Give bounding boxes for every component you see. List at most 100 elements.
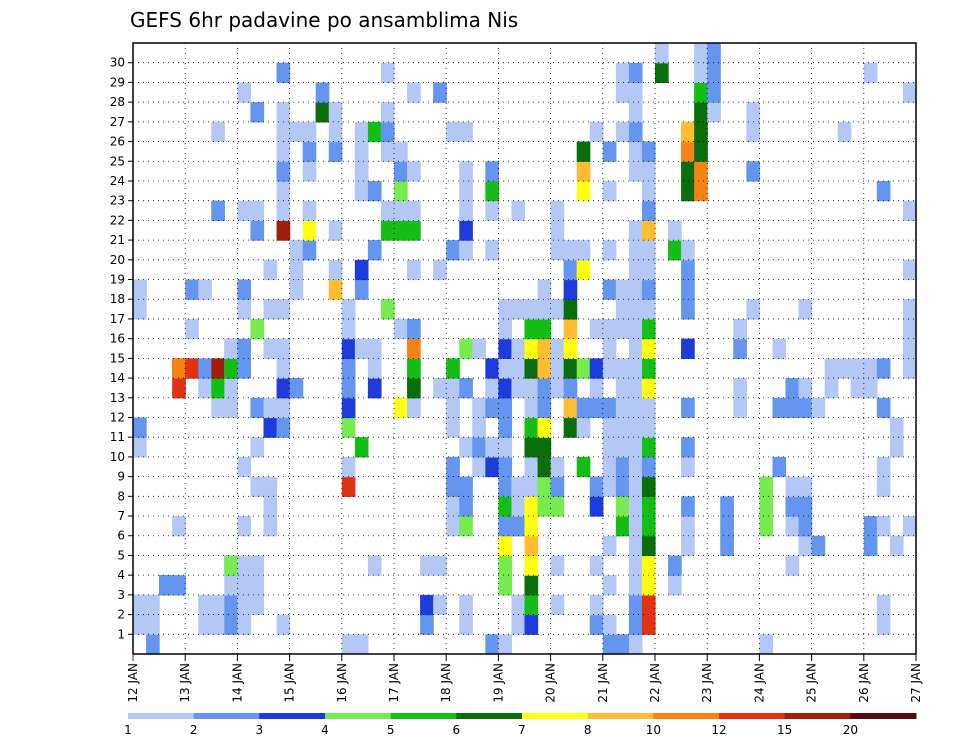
heatmap-cell	[550, 338, 565, 359]
heatmap-cell	[446, 121, 460, 143]
heatmap-cell	[524, 318, 539, 340]
heatmap-cell	[850, 358, 865, 379]
heatmap-cell	[133, 437, 147, 458]
heatmap-cell	[511, 516, 526, 537]
heatmap-cell	[641, 594, 656, 616]
heatmap-cell	[537, 456, 552, 478]
heatmap-cell	[380, 220, 395, 241]
heatmap-cell	[537, 378, 552, 399]
heatmap-cell	[263, 299, 278, 320]
heatmap-cell	[628, 259, 643, 281]
heatmap-cell	[615, 318, 630, 340]
heatmap-cell	[655, 62, 669, 84]
heatmap-cell	[237, 200, 252, 221]
heatmap-cell	[563, 259, 578, 281]
heatmap-cell	[367, 358, 382, 379]
heatmap-cell	[746, 121, 760, 143]
heatmap-cell	[341, 299, 356, 320]
colorbar-label: 12	[711, 723, 726, 737]
heatmap-cell	[485, 161, 499, 182]
heatmap-cell	[498, 456, 513, 478]
colorbar-label: 5	[387, 723, 395, 737]
heatmap-cell	[563, 318, 578, 340]
heatmap-cell	[237, 594, 252, 616]
heatmap-cell	[341, 417, 356, 438]
heatmap-cell	[759, 516, 774, 537]
heatmap-cell	[302, 200, 317, 221]
heatmap-cell	[446, 456, 460, 478]
heatmap-cell	[407, 200, 421, 221]
heatmap-cell	[550, 240, 565, 261]
heatmap-cell	[615, 279, 630, 300]
heatmap-cell	[459, 338, 473, 359]
heatmap-cell	[498, 575, 513, 596]
heatmap-cell	[615, 397, 630, 419]
heatmap-cell	[276, 141, 291, 162]
heatmap-cell	[615, 476, 630, 497]
heatmap-cell	[798, 397, 813, 419]
colorbar-label: 6	[453, 723, 461, 737]
colorbar-swatch	[653, 713, 720, 719]
heatmap-cell	[641, 456, 656, 478]
heatmap-cell	[707, 102, 721, 123]
y-tick-label: 8	[117, 489, 125, 503]
heatmap-cell	[589, 318, 604, 340]
heatmap-cell	[628, 614, 643, 635]
heatmap-cell	[367, 180, 382, 202]
heatmap-cell	[785, 555, 800, 576]
colorbar-swatch	[784, 713, 851, 719]
heatmap-cells	[133, 43, 917, 655]
heatmap-cell	[354, 161, 369, 182]
heatmap-cell	[720, 496, 734, 517]
heatmap-cell	[250, 102, 265, 123]
heatmap-cell	[628, 220, 643, 241]
y-tick-label: 22	[110, 213, 125, 227]
heatmap-cell	[263, 476, 278, 497]
heatmap-cell	[602, 535, 617, 557]
heatmap-cell	[681, 121, 695, 143]
y-tick-label: 13	[110, 391, 125, 405]
heatmap-cell	[172, 516, 186, 537]
heatmap-cell	[681, 338, 695, 359]
heatmap-cell	[641, 161, 656, 182]
heatmap-cell	[459, 476, 473, 497]
x-tick-label: 13 JAN	[178, 663, 192, 703]
heatmap-cell	[628, 279, 643, 300]
heatmap-cell	[576, 397, 591, 419]
heatmap-cell	[472, 437, 486, 458]
heatmap-cell	[498, 437, 513, 458]
heatmap-cell	[250, 397, 265, 419]
heatmap-cell	[394, 141, 408, 162]
x-tick-label: 16 JAN	[335, 663, 349, 703]
heatmap-cell	[537, 338, 552, 359]
heatmap-cell	[341, 397, 356, 419]
heatmap-cell	[537, 318, 552, 340]
heatmap-cell	[263, 338, 278, 359]
heatmap-cell	[602, 575, 617, 596]
heatmap-cell	[198, 279, 212, 300]
heatmap-cell	[472, 417, 486, 438]
heatmap-cell	[354, 121, 369, 143]
heatmap-cell	[563, 378, 578, 399]
heatmap-cell	[615, 299, 630, 320]
heatmap-cell	[681, 496, 695, 517]
heatmap-cell	[433, 378, 447, 399]
heatmap-cell	[602, 180, 617, 202]
heatmap-cell	[563, 358, 578, 379]
heatmap-cell	[276, 358, 291, 379]
heatmap-cell	[367, 121, 382, 143]
heatmap-cell	[341, 318, 356, 340]
heatmap-cell	[902, 299, 917, 320]
heatmap-cell	[472, 338, 486, 359]
x-tick-label: 21 JAN	[596, 663, 610, 703]
heatmap-cell	[485, 437, 499, 458]
heatmap-cell	[341, 358, 356, 379]
heatmap-cell	[641, 397, 656, 419]
colorbar: 1 2 3 4 5 6 7 8 10 12 15 20	[124, 713, 917, 737]
heatmap-cell	[602, 397, 617, 419]
heatmap-cell	[628, 141, 643, 162]
heatmap-cell	[498, 634, 513, 655]
heatmap-cell	[641, 180, 656, 202]
heatmap-cell	[550, 496, 565, 517]
